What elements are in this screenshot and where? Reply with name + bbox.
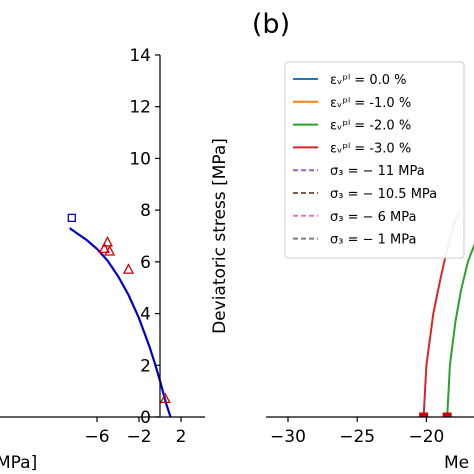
left-y-tick-label: 8 xyxy=(140,201,151,221)
left-y-tick-label: 4 xyxy=(140,305,151,325)
left-x-tick-label: −2 xyxy=(126,427,151,447)
legend-label: σ₃ = − 6 MPa xyxy=(330,210,416,225)
legend: εᵥᵖˡ = 0.0 % εᵥᵖˡ = -1.0 % εᵥᵖˡ = -2.0 % εᵥ… xyxy=(284,61,465,259)
left-triangle-marker xyxy=(98,242,110,254)
legend-item: εᵥᵖˡ = -2.0 % xyxy=(293,119,411,134)
right-chart: −30 −25 −20 Me εᵥᵖˡ = 0.0 %εᵥᵖˡ = -1.0 %εᵥ… xyxy=(266,61,474,473)
left-y-ticks: 0 2 4 6 8 10 12 14 xyxy=(129,46,160,428)
legend-item: εᵥᵖˡ = -3.0 % xyxy=(293,141,411,156)
legend-item: σ₃ = − 10.5 MPa xyxy=(293,187,437,202)
left-x-tick-label: 2 xyxy=(176,427,187,447)
right-markers xyxy=(419,412,452,417)
legend-item: σ₃ = − 6 MPa xyxy=(293,210,416,225)
left-triangle-marker xyxy=(101,236,114,247)
left-y-axis-label: Deviatoric stress [MPa] xyxy=(210,138,230,334)
legend-label: εᵥᵖˡ = -2.0 % xyxy=(330,119,411,134)
left-x-tick-label: −6 xyxy=(84,427,109,447)
left-chart: 0 2 4 6 8 10 12 14 −6 −2 2 Deviatoric stress [MPa… xyxy=(0,46,230,473)
right-square-marker xyxy=(442,412,452,417)
right-x-ticks: −30 −25 −20 xyxy=(270,417,444,447)
legend-label: εᵥᵖˡ = -3.0 % xyxy=(330,141,411,156)
legend-item: εᵥᵖˡ = 0.0 % xyxy=(293,73,407,88)
legend-label: εᵥᵖˡ = 0.0 % xyxy=(330,73,407,88)
right-x-tick-label: −30 xyxy=(270,427,306,447)
legend-box xyxy=(284,61,465,259)
left-triangle-marker xyxy=(159,392,171,404)
right-yield-curve xyxy=(446,243,474,417)
legend-item: σ₃ = − 11 MPa xyxy=(293,164,425,179)
left-triangle-marker xyxy=(122,263,135,274)
legend-item: εᵥᵖˡ = -1.0 % xyxy=(293,96,411,111)
right-square-marker xyxy=(419,412,429,417)
right-x-tick-label: −20 xyxy=(408,427,444,447)
left-x-axis-label: MPa] xyxy=(0,453,37,473)
legend-item: σ₃ = − 1 MPa xyxy=(293,233,416,248)
left-triangle-marker xyxy=(104,245,116,256)
right-x-axis-label: Me xyxy=(444,453,469,473)
left-square-marker xyxy=(67,213,76,223)
left-fit-curve xyxy=(69,227,172,417)
left-y-tick-label: 2 xyxy=(140,356,151,376)
left-y-tick-label: 10 xyxy=(129,149,151,169)
legend-label: εᵥᵖˡ = -1.0 % xyxy=(330,96,411,111)
legend-label: σ₃ = − 1 MPa xyxy=(330,233,416,248)
left-y-tick-label: 14 xyxy=(129,46,151,66)
left-markers xyxy=(67,213,171,404)
legend-items: εᵥᵖˡ = 0.0 % εᵥᵖˡ = -1.0 % εᵥᵖˡ = -2.0 % εᵥ… xyxy=(293,73,437,248)
left-x-ticks: −6 −2 2 xyxy=(84,417,186,447)
left-y-tick-label: 0 xyxy=(140,408,151,428)
legend-label: σ₃ = − 10.5 MPa xyxy=(330,187,437,202)
right-x-tick-label: −25 xyxy=(339,427,375,447)
left-y-tick-label: 12 xyxy=(129,98,151,118)
left-y-tick-label: 6 xyxy=(140,253,151,273)
legend-label: σ₃ = − 11 MPa xyxy=(330,164,425,179)
left-curves xyxy=(69,227,172,417)
panel-label: (b) xyxy=(252,9,290,40)
